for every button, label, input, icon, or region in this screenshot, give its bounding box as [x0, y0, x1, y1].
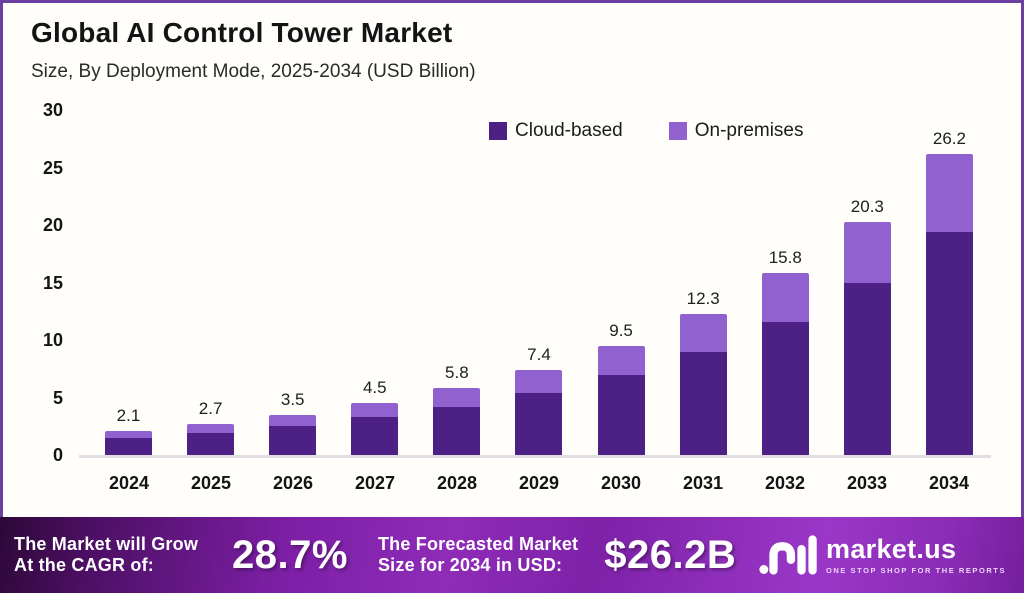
- bar-segment-onpremises: [679, 313, 727, 352]
- bar-segment-onpremises: [433, 388, 481, 407]
- bar-segment-cloud: [433, 406, 481, 455]
- marketus-logo-icon: [759, 535, 817, 575]
- marketus-logo: market.us ONE STOP SHOP FOR THE REPORTS: [759, 533, 1006, 577]
- bar-segment-onpremises: [269, 414, 317, 426]
- legend-item: On-premises: [668, 120, 804, 142]
- bar-value-label: 5.8: [445, 363, 469, 383]
- x-tick-label: 2034: [928, 473, 970, 493]
- page-title: Global AI Control Tower Market: [31, 17, 453, 48]
- bar-segment-cloud: [679, 351, 727, 455]
- bar-segment-cloud: [269, 425, 317, 455]
- bar-value-label: 20.3: [850, 196, 884, 216]
- forecast-label: The Forecasted Market Size for 2034 in U…: [378, 534, 578, 576]
- legend-swatch: [668, 122, 687, 140]
- bar-group: 26.2: [925, 129, 973, 455]
- legend-label: Cloud-based: [515, 120, 623, 141]
- y-tick-label: 0: [52, 445, 63, 465]
- legend-swatch: [489, 122, 507, 140]
- bar-value-label: 2.7: [198, 398, 223, 418]
- bar-segment-onpremises: [597, 345, 645, 375]
- bar-value-label: 4.5: [362, 378, 387, 398]
- bar-segment-cloud: [351, 417, 399, 455]
- bar-group: 2.1: [105, 406, 152, 455]
- logo-tagline: ONE STOP SHOP FOR THE REPORTS: [826, 565, 1006, 575]
- bar-value-label: 26.2: [932, 128, 966, 148]
- bar-value-label: 2.1: [116, 405, 141, 425]
- bar-group: 4.5: [351, 378, 399, 455]
- forecast-label-line1: The Forecasted Market: [377, 533, 579, 554]
- x-tick-label: 2025: [190, 473, 232, 493]
- bar-segment-onpremises: [105, 430, 152, 438]
- bar-value-label: 9.5: [609, 320, 633, 340]
- page-subtitle: Size, By Deployment Mode, 2025-2034 (USD…: [31, 61, 476, 82]
- bar-segment-onpremises: [925, 153, 973, 232]
- bar-value-label: 3.5: [280, 389, 305, 409]
- x-tick-label: 2028: [436, 473, 478, 493]
- y-tick-label: 5: [52, 387, 63, 408]
- forecast-value: $26.2B: [604, 532, 737, 577]
- logo-name: market.us: [826, 533, 957, 564]
- bar-segment-cloud: [925, 231, 973, 455]
- bar-group: 12.3: [679, 289, 727, 455]
- forecast-label-line2: Size for 2034 in USD:: [377, 555, 563, 575]
- bar-segment-cloud: [105, 437, 152, 455]
- bar-segment-onpremises: [351, 403, 399, 418]
- cagr-label: The Market will Grow At the CAGR of:: [14, 534, 198, 576]
- y-tick-label: 10: [42, 330, 63, 350]
- bottom-banner: The Market will Grow At the CAGR of: 28.…: [0, 517, 1024, 593]
- cagr-value: 28.7%: [232, 532, 348, 577]
- y-tick-label: 20: [42, 215, 63, 235]
- bar-value-label: 15.8: [768, 248, 802, 268]
- bars-row: 2.1 2.7 3.5 4.5 5.8 7.4 9.5 12.3 15.8 20.3 26.2: [105, 110, 973, 455]
- bar-segment-onpremises: [843, 221, 891, 283]
- x-tick-label: 2027: [354, 473, 396, 493]
- x-tick-label: 2029: [518, 473, 560, 493]
- bar-group: 2.7: [187, 399, 235, 455]
- y-tick-label: 30: [42, 100, 63, 120]
- cagr-label-line2: At the CAGR of:: [14, 555, 154, 575]
- bar-group: 7.4: [515, 345, 563, 455]
- bar-segment-onpremises: [187, 423, 235, 433]
- bar-segment-cloud: [187, 432, 235, 455]
- y-tick-label: 25: [42, 157, 63, 178]
- bar-group: 3.5: [269, 390, 317, 455]
- bar-group: 9.5: [597, 321, 645, 455]
- bar-segment-cloud: [515, 392, 563, 455]
- bar-group: 5.8: [433, 363, 481, 455]
- x-tick-label: 2030: [600, 473, 642, 493]
- bar-value-label: 7.4: [527, 344, 551, 364]
- bar-group: 20.3: [843, 197, 891, 455]
- y-tick-label: 15: [42, 272, 63, 293]
- x-tick-label: 2024: [108, 473, 150, 493]
- legend-label: On-premises: [694, 120, 804, 141]
- bar-segment-onpremises: [761, 273, 809, 322]
- y-axis: 0 5 10 15 20 25 30: [17, 100, 63, 465]
- logo-text-block: market.us ONE STOP SHOP FOR THE REPORTS: [826, 533, 1006, 575]
- x-tick-label: 2033: [846, 473, 888, 493]
- bar-segment-onpremises: [515, 369, 563, 393]
- bar-value-label: 12.3: [686, 288, 720, 308]
- x-axis-line: [79, 455, 991, 458]
- bar-group: 15.8: [761, 248, 809, 455]
- bar-segment-cloud: [761, 321, 809, 455]
- legend-item: Cloud-based: [489, 120, 623, 142]
- cagr-label-line1: The Market will Grow: [14, 533, 199, 554]
- x-tick-label: 2031: [682, 473, 724, 493]
- x-tick-label: 2032: [764, 473, 806, 493]
- x-axis-labels: 2024 2025 2026 2027 2028 2029 2030 2031 2032 2033…: [88, 473, 990, 494]
- legend: Cloud-based On-premises: [489, 120, 804, 142]
- bar-segment-cloud: [597, 374, 645, 455]
- bar-segment-cloud: [843, 282, 891, 455]
- x-tick-label: 2026: [272, 473, 314, 493]
